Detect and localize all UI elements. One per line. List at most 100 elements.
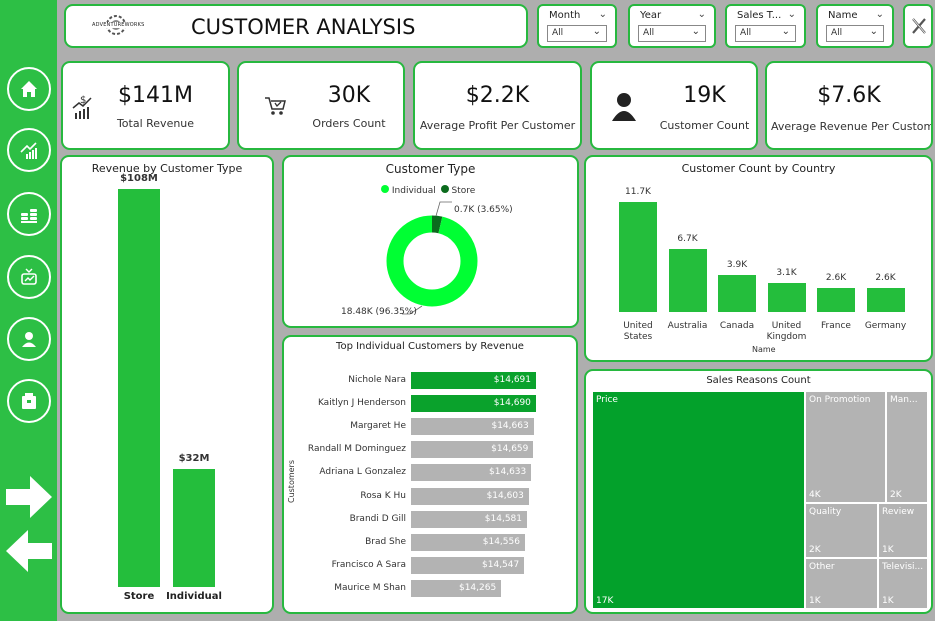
country-plot-area: 11.7K United States 6.7K Australia 3.9K Canad… — [586, 157, 931, 360]
slicer-dropdown[interactable]: All ⌄ — [826, 25, 884, 42]
clear-filter-x-icon — [912, 18, 926, 34]
individual-slice-label: 18.48K (96.35%) — [341, 307, 417, 317]
tile-value: 1K — [809, 596, 821, 606]
chevron-down-icon[interactable]: ⌄ — [697, 9, 706, 20]
tile-name: Televisi... — [882, 562, 924, 572]
customer-count-by-country-chart: Customer Count by Country 11.7K United St… — [584, 155, 933, 362]
chart-legend: Individual Store — [381, 185, 475, 196]
customer-type-donut-chart: Customer Type Individual Store 0.7K (3.6… — [282, 155, 579, 328]
kpi-customer-count: 19K Customer Count — [590, 61, 758, 150]
nav-home-button[interactable] — [7, 67, 51, 111]
customer-name-label: Randall M Dominguez — [307, 444, 406, 455]
customer-name-label: Francisco A Sara — [331, 559, 406, 570]
country-bar[interactable] — [619, 202, 657, 312]
tile-value: 2K — [809, 545, 821, 555]
box-icon — [22, 393, 36, 409]
customer-name-label: Margaret He — [350, 421, 406, 432]
treemap-tile[interactable]: On Promotion 4K — [805, 391, 886, 503]
chevron-down-icon: ⌄ — [869, 26, 878, 37]
bar-value-label: $14,581 — [484, 513, 522, 524]
nav-sales-button[interactable] — [7, 255, 51, 299]
tile-value: 2K — [890, 490, 902, 500]
customer-bar[interactable]: $14,265 — [411, 579, 502, 597]
revenue-growth-icon: $ — [72, 95, 92, 119]
slicer-dropdown[interactable]: All ⌄ — [547, 25, 607, 42]
country-bar[interactable] — [767, 282, 806, 312]
treemap-tile[interactable]: Other 1K — [805, 558, 878, 609]
clear-filters-button[interactable] — [903, 4, 933, 48]
tile-name: On Promotion — [809, 395, 871, 405]
nav-customer-button[interactable] — [7, 317, 51, 361]
svg-text:$: $ — [80, 95, 86, 106]
treemap-area: Price 17K On Promotion 4K Man... 2K Quality 2K R… — [592, 391, 928, 609]
store-slice-label: 0.7K (3.65%) — [454, 205, 513, 215]
treemap-tile[interactable]: Quality 2K — [805, 503, 878, 558]
bar-value-label: 2.6K — [875, 272, 896, 283]
customer-name-label: Rosa K Hu — [360, 490, 406, 501]
slicer-sales-territory[interactable]: Sales T... ⌄ All ⌄ — [725, 4, 806, 48]
slicer-value: All — [552, 28, 564, 38]
slicer-label: Month — [549, 10, 581, 21]
treemap-tile[interactable]: Man... 2K — [886, 391, 928, 503]
tile-name: Review — [882, 507, 915, 517]
customer-bar[interactable]: $14,663 — [411, 418, 534, 436]
bar-value-label: $14,633 — [489, 467, 527, 478]
donut-slice-individual[interactable] — [386, 215, 478, 307]
customer-bar[interactable]: $14,581 — [411, 510, 527, 528]
chevron-down-icon[interactable]: ⌄ — [598, 9, 607, 20]
tile-value: 4K — [809, 490, 821, 500]
header-bar: ADVENTUREWORKS CUSTOMER ANALYSIS — [64, 4, 528, 48]
bar-value-label: 11.7K — [625, 187, 651, 197]
donut-plot — [386, 201, 478, 315]
next-page-arrow-icon[interactable] — [6, 476, 52, 518]
customer-bar[interactable]: $14,659 — [411, 441, 534, 459]
slicer-label: Name — [828, 10, 858, 21]
slicer-month[interactable]: Month ⌄ All ⌄ — [537, 4, 617, 48]
slicer-dropdown[interactable]: All ⌄ — [735, 25, 796, 42]
legend-individual-swatch — [381, 185, 389, 193]
slicer-name[interactable]: Name ⌄ All ⌄ — [816, 4, 894, 48]
country-bar[interactable] — [866, 287, 905, 312]
country-bar[interactable] — [817, 287, 855, 312]
slicer-year[interactable]: Year ⌄ All ⌄ — [628, 4, 716, 48]
nav-revenue-button[interactable] — [7, 128, 51, 172]
treemap-tile[interactable]: Televisi... 1K — [878, 558, 928, 609]
country-bar[interactable] — [668, 249, 707, 312]
bar-value-label: 3.1K — [776, 267, 797, 278]
kpi-value: $141M — [118, 83, 193, 108]
shopping-cart-icon — [265, 97, 286, 115]
category-label: Australia — [667, 321, 708, 331]
bar-value-label: 2.6K — [825, 272, 847, 283]
customer-bar[interactable]: $14,633 — [411, 464, 532, 482]
kpi-label: Total Revenue — [116, 117, 195, 130]
user-silhouette-icon — [612, 93, 636, 121]
bar-value-label: $14,659 — [491, 444, 529, 455]
revenue-bar[interactable] — [173, 469, 215, 587]
chevron-down-icon[interactable]: ⌄ — [787, 9, 796, 20]
customer-bar[interactable]: $14,690 — [411, 395, 536, 413]
x-axis-label: Name — [752, 345, 776, 354]
country-bar[interactable] — [718, 275, 756, 312]
previous-page-arrow-icon[interactable] — [6, 530, 52, 572]
kpi-label: Orders Count — [312, 117, 386, 130]
chevron-down-icon[interactable]: ⌄ — [875, 9, 884, 20]
revenue-bar[interactable] — [118, 189, 160, 587]
nav-coins-button[interactable] — [7, 192, 51, 236]
category-label: Germany — [864, 321, 907, 331]
customer-bar[interactable]: $14,603 — [411, 487, 529, 505]
revenue-plot-area: $108M Store $32M Individual — [62, 157, 272, 612]
customer-bar[interactable]: $14,547 — [411, 556, 525, 574]
treemap-tile[interactable]: Price 17K — [592, 391, 805, 609]
customer-bar[interactable]: $14,691 — [411, 372, 536, 389]
slicer-dropdown[interactable]: All ⌄ — [638, 25, 706, 42]
legend-store-label: Store — [451, 186, 476, 196]
kpi-total-revenue: $ $141M Total Revenue — [61, 61, 230, 150]
nav-product-button[interactable] — [7, 379, 51, 423]
tile-value: 1K — [882, 545, 894, 555]
revenue-chart-icon — [20, 142, 37, 159]
treemap-tile[interactable]: Review 1K — [878, 503, 928, 558]
customer-bar[interactable]: $14,556 — [411, 533, 525, 551]
kpi-label: Average Revenue Per Customer — [771, 120, 931, 133]
chevron-down-icon: ⌄ — [781, 26, 790, 37]
page-title: CUSTOMER ANALYSIS — [191, 15, 416, 39]
